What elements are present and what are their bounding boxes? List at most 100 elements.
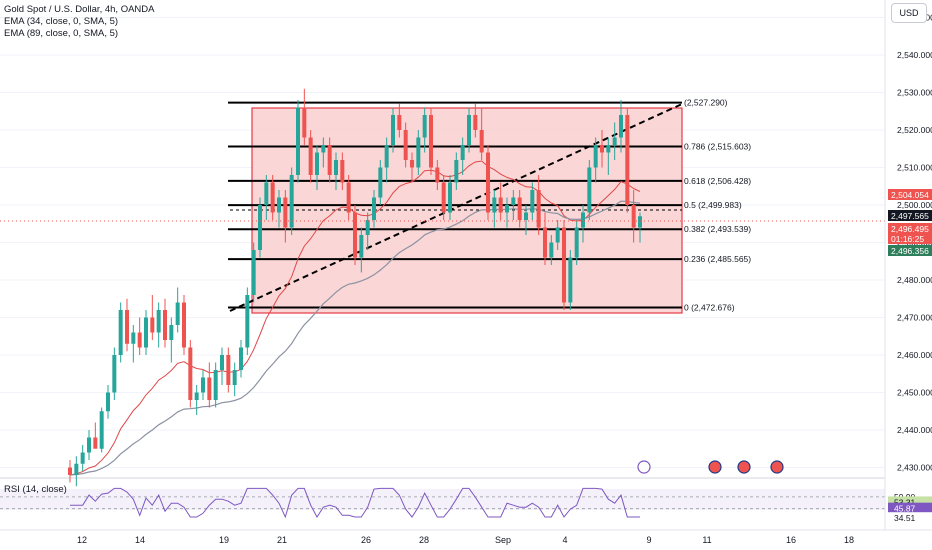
candle-body[interactable] — [549, 242, 554, 258]
candle-body[interactable] — [416, 137, 421, 168]
candle-body[interactable] — [239, 347, 243, 371]
candle-body[interactable] — [68, 467, 72, 476]
candle-body[interactable] — [340, 160, 345, 183]
candle-body[interactable] — [106, 392, 110, 412]
candle-body[interactable] — [283, 197, 288, 228]
candle-body[interactable] — [568, 257, 573, 303]
candle-body[interactable] — [593, 145, 598, 168]
candle-body[interactable] — [606, 145, 611, 153]
candle-body[interactable] — [321, 145, 326, 153]
candle-body[interactable] — [289, 175, 294, 228]
candle-body[interactable] — [334, 160, 338, 175]
candle-body[interactable] — [403, 130, 408, 160]
price-label[interactable]: 2,504.054 — [891, 190, 929, 200]
candle-body[interactable] — [169, 325, 174, 340]
candle-body[interactable] — [365, 220, 370, 235]
candle-body[interactable] — [543, 227, 547, 258]
candle-body[interactable] — [144, 317, 148, 348]
event-icons[interactable] — [637, 460, 784, 474]
candle-body[interactable] — [454, 160, 459, 183]
candle-body[interactable] — [315, 152, 319, 176]
candle-body[interactable] — [372, 197, 376, 221]
candle-body[interactable] — [220, 355, 224, 370]
candle-body[interactable] — [112, 355, 117, 393]
us-flag-icon[interactable] — [708, 460, 722, 474]
candle-body[interactable] — [131, 332, 136, 344]
candle-body[interactable] — [182, 302, 186, 348]
candle-body[interactable] — [625, 115, 630, 205]
candle-body[interactable] — [137, 332, 142, 348]
price-label[interactable]: 01:16:25 — [891, 234, 924, 244]
price-label[interactable]: 2,497.565 — [891, 211, 929, 221]
candle-body[interactable] — [429, 115, 433, 168]
rsi-line[interactable] — [70, 487, 640, 519]
candle-body[interactable] — [638, 216, 642, 228]
candle-body[interactable] — [87, 437, 91, 453]
candle-body[interactable] — [270, 182, 275, 213]
candle-body[interactable] — [213, 370, 218, 400]
candle-body[interactable] — [251, 250, 256, 295]
candle-body[interactable] — [308, 137, 313, 176]
candle-body[interactable] — [422, 115, 427, 138]
candle-body[interactable] — [327, 145, 332, 175]
candle-body[interactable] — [600, 145, 604, 153]
candle-body[interactable] — [498, 197, 503, 213]
candle-body[interactable] — [410, 160, 414, 168]
candle-body[interactable] — [581, 212, 585, 228]
candle-body[interactable] — [524, 212, 528, 221]
ema-89-line[interactable] — [69, 200, 641, 476]
us-flag-icon[interactable] — [770, 460, 784, 474]
symbol-title[interactable]: Gold Spot / U.S. Dollar, 4h, OANDA — [4, 4, 155, 15]
candle-body[interactable] — [612, 137, 617, 146]
price-label[interactable]: 2,496.356 — [891, 246, 929, 256]
candle-body[interactable] — [353, 212, 357, 258]
candle-body[interactable] — [163, 310, 167, 340]
candle-body[interactable] — [587, 167, 592, 213]
candle-body[interactable] — [118, 310, 123, 355]
trend-line-lower[interactable] — [229, 103, 683, 312]
candle-body[interactable] — [536, 190, 541, 228]
candle-body[interactable] — [302, 107, 307, 138]
candle-body[interactable] — [486, 152, 490, 213]
candle-body[interactable] — [479, 130, 484, 153]
candle-body[interactable] — [201, 377, 205, 393]
candle-body[interactable] — [619, 115, 623, 138]
candle-body[interactable] — [562, 227, 566, 303]
candle-body[interactable] — [631, 205, 636, 228]
candle-body[interactable] — [574, 227, 579, 258]
candle-body[interactable] — [226, 355, 231, 385]
ema-89-legend[interactable]: EMA (89, close, 0, SMA, 5) — [4, 28, 119, 39]
candle-body[interactable] — [473, 115, 478, 130]
candle-body[interactable] — [441, 182, 446, 213]
candle-body[interactable] — [492, 197, 497, 213]
candle-body[interactable] — [460, 145, 465, 160]
candle-body[interactable] — [156, 310, 161, 333]
price-axis[interactable]: 2,550.0002,540.0002,530.0002,520.0002,51… — [884, 0, 932, 530]
candle-body[interactable] — [511, 197, 516, 206]
candle-body[interactable] — [175, 302, 180, 326]
candle-body[interactable] — [232, 370, 237, 385]
candle-body[interactable] — [435, 167, 440, 183]
candle-body[interactable] — [517, 197, 522, 221]
candle-body[interactable] — [188, 347, 193, 401]
candle-body[interactable] — [207, 377, 212, 401]
candle-body[interactable] — [264, 182, 269, 206]
lightning-icon[interactable] — [637, 460, 651, 474]
candle-body[interactable] — [194, 392, 199, 401]
candle-body[interactable] — [74, 463, 79, 475]
candle-body[interactable] — [467, 115, 471, 145]
candle-body[interactable] — [93, 437, 98, 449]
candle-body[interactable] — [448, 182, 452, 213]
rsi-legend[interactable]: RSI (14, close) — [4, 484, 67, 495]
candle-body[interactable] — [296, 107, 300, 176]
candle-body[interactable] — [391, 115, 395, 145]
candles[interactable] — [68, 88, 642, 487]
candle-body[interactable] — [397, 115, 402, 130]
candle-body[interactable] — [384, 145, 389, 168]
candle-body[interactable] — [359, 235, 364, 258]
candle-body[interactable] — [378, 167, 383, 198]
candle-body[interactable] — [505, 205, 509, 213]
us-flag-icon[interactable] — [737, 460, 751, 474]
